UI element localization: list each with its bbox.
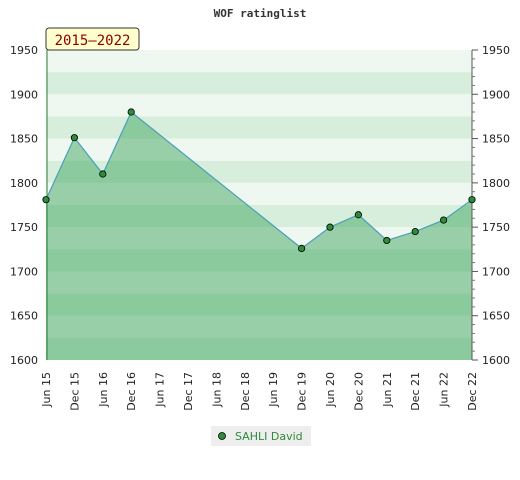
x-tick-label: Jun 18 bbox=[210, 372, 223, 408]
background-band bbox=[46, 227, 472, 250]
x-tick-label: Jun 15 bbox=[40, 372, 53, 408]
data-point bbox=[127, 108, 135, 116]
legend[interactable]: SAHLI David bbox=[211, 426, 311, 446]
y-tick-label-right: 1900 bbox=[482, 88, 510, 101]
x-tick-label: Jun 22 bbox=[438, 372, 451, 408]
y-tick-label-right: 1700 bbox=[482, 265, 510, 278]
x-tick-label: Dec 19 bbox=[296, 372, 309, 411]
data-point bbox=[70, 134, 79, 142]
x-tick-label: Jun 17 bbox=[154, 372, 167, 408]
y-tick-label-left: 1800 bbox=[10, 177, 38, 190]
x-tick-label: Dec 22 bbox=[466, 372, 479, 411]
axes bbox=[46, 50, 473, 360]
chart-title: WOF ratinglist bbox=[214, 7, 307, 20]
background-band bbox=[46, 293, 472, 316]
range-badge-label: 2015—2022 bbox=[55, 33, 131, 49]
series-area bbox=[46, 112, 472, 360]
data-point bbox=[354, 211, 362, 219]
background-band bbox=[46, 72, 472, 95]
x-tick-label: Jun 16 bbox=[97, 372, 110, 408]
data-point bbox=[439, 216, 448, 224]
data-point bbox=[297, 244, 306, 252]
y-tick-label-right: 1750 bbox=[482, 221, 510, 234]
x-tick-label: Jun 21 bbox=[381, 372, 394, 408]
series-layer bbox=[42, 108, 476, 252]
x-tick-label: Jun 20 bbox=[324, 372, 337, 408]
x-tick-label: Dec 16 bbox=[125, 372, 138, 411]
y-tick-label-left: 1750 bbox=[10, 221, 38, 234]
background-band bbox=[46, 94, 472, 117]
y-tick-label-left: 1950 bbox=[10, 44, 38, 57]
legend-label: SAHLI David bbox=[235, 430, 303, 443]
y-tick-label-left: 1650 bbox=[10, 310, 38, 323]
data-point bbox=[326, 223, 334, 231]
data-point bbox=[383, 236, 391, 245]
y-tick-label-left: 1700 bbox=[10, 265, 38, 278]
data-point bbox=[99, 170, 107, 178]
background-band bbox=[46, 315, 472, 338]
x-axis: Jun 15 Dec 15 Jun 16 Dec 16 Jun 17 Dec 17 Jun … bbox=[40, 372, 479, 411]
background-band bbox=[46, 138, 472, 161]
x-tick-label: Dec 17 bbox=[182, 372, 195, 411]
background-band bbox=[46, 160, 472, 183]
data-point bbox=[468, 196, 476, 204]
background-band bbox=[46, 182, 472, 205]
y-tick-label-left: 1850 bbox=[10, 133, 38, 146]
x-tick-label: Jun 19 bbox=[267, 372, 280, 408]
y-tick-label-right: 1950 bbox=[482, 44, 510, 57]
background-bands bbox=[46, 50, 472, 360]
y-tick-label-left: 1600 bbox=[10, 354, 38, 367]
x-tick-label: Dec 18 bbox=[239, 372, 252, 411]
legend-marker-icon bbox=[218, 432, 226, 440]
x-tick-label: Dec 15 bbox=[68, 372, 81, 411]
x-tick-label: Dec 21 bbox=[409, 372, 422, 411]
y-tick-label-right: 1800 bbox=[482, 177, 510, 190]
y-tick-label-right: 1600 bbox=[482, 354, 510, 367]
background-band bbox=[46, 337, 472, 360]
range-badge-box bbox=[45, 27, 140, 51]
y-axis-right: 1600 1650 1700 1750 1800 1850 1900 1950 bbox=[472, 44, 510, 367]
y-tick-label-right: 1650 bbox=[482, 310, 510, 323]
legend-box bbox=[211, 426, 311, 446]
background-band bbox=[46, 271, 472, 294]
y-tick-label-left: 1900 bbox=[10, 88, 38, 101]
background-band bbox=[46, 249, 472, 272]
y-tick-label-right: 1850 bbox=[482, 133, 510, 146]
y-axis-left: 1600 1650 1700 1750 1800 1850 1900 1950 bbox=[10, 44, 38, 367]
background-band bbox=[46, 116, 472, 139]
range-badge: 2015—2022 bbox=[45, 27, 140, 51]
data-point bbox=[411, 227, 419, 236]
x-tick-label: Dec 20 bbox=[352, 372, 365, 411]
background-band bbox=[46, 50, 472, 73]
data-point bbox=[42, 196, 50, 204]
area-layer bbox=[46, 112, 472, 360]
